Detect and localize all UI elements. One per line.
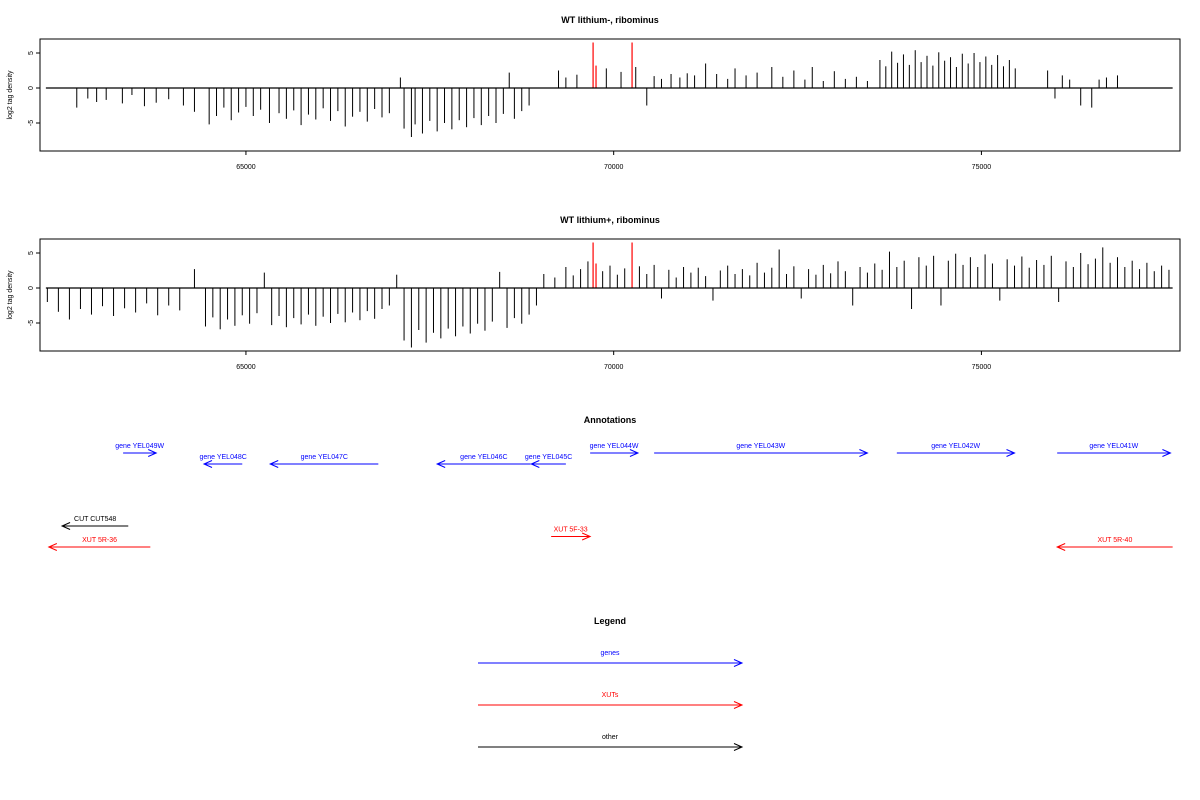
panel-lithium-minus: WT lithium-, ribominus log2 tag density … bbox=[7, 15, 1181, 171]
legend-title: Legend bbox=[594, 616, 626, 626]
arrow-head-icon bbox=[733, 701, 744, 709]
legend-entry: other bbox=[478, 734, 744, 751]
arrow-head-icon bbox=[629, 449, 640, 457]
arrow-head-icon bbox=[581, 532, 592, 541]
feature-label: gene YEL043W bbox=[736, 443, 785, 450]
annotation-feature: gene YEL045C bbox=[525, 454, 572, 468]
x-tick-label: 70000 bbox=[604, 364, 624, 371]
arrow-head-icon bbox=[1162, 449, 1172, 457]
arrow-head-icon bbox=[202, 460, 213, 468]
legend-entry: genes bbox=[478, 650, 744, 667]
x-tick-label: 65000 bbox=[236, 164, 256, 171]
panel-title: WT lithium+, ribominus bbox=[560, 215, 660, 225]
arrow-head-icon bbox=[733, 659, 744, 667]
annotation-feature: XUT 5R-36 bbox=[47, 537, 151, 551]
axes-layer: -5 0 5 65000 70000 75000 bbox=[28, 51, 1173, 171]
arrow-head-icon bbox=[859, 449, 869, 457]
legend-items: genes XUTs other bbox=[478, 650, 744, 751]
feature-label: gene YEL042W bbox=[931, 443, 980, 450]
arrow-head-icon bbox=[1006, 449, 1016, 457]
x-tick-label: 65000 bbox=[236, 364, 256, 371]
panel-title: WT lithium-, ribominus bbox=[561, 15, 659, 25]
arrow-head-icon bbox=[47, 543, 58, 551]
feature-label: gene YEL049W bbox=[115, 443, 164, 450]
feature-label: XUT 5F-33 bbox=[554, 527, 588, 534]
y-tick-label: 0 bbox=[28, 286, 35, 290]
annotation-feature: gene YEL043W bbox=[654, 443, 869, 457]
annotation-feature: CUT CUT548 bbox=[60, 516, 129, 530]
arrow-head-icon bbox=[530, 460, 540, 468]
legend-label: XUTs bbox=[602, 692, 619, 699]
annotation-feature: XUT 5R-40 bbox=[1055, 537, 1173, 551]
bar-layer bbox=[46, 247, 1170, 348]
feature-label: gene YEL045C bbox=[525, 454, 572, 461]
annotation-items: gene YEL049W gene YEL048C gene YEL047C gene… bbox=[47, 443, 1173, 551]
feature-label: CUT CUT548 bbox=[74, 516, 116, 523]
annotations-title: Annotations bbox=[584, 415, 637, 425]
legend: Legend genes XUTs other bbox=[478, 616, 744, 751]
bar-layer bbox=[76, 50, 1118, 137]
x-tick-label: 70000 bbox=[604, 164, 624, 171]
annotation-feature: XUT 5F-33 bbox=[551, 527, 592, 541]
y-tick-label: 5 bbox=[28, 51, 35, 55]
feature-label: gene YEL041W bbox=[1089, 443, 1138, 450]
arrow-head-icon bbox=[435, 460, 446, 468]
legend-entry: XUTs bbox=[478, 692, 744, 709]
highlight-layer bbox=[592, 42, 633, 88]
y-axis-label: log2 tag density bbox=[7, 70, 14, 120]
y-tick-label: 0 bbox=[28, 86, 35, 90]
plot-frame bbox=[39, 238, 1181, 352]
arrow-head-icon bbox=[60, 522, 71, 530]
legend-label: genes bbox=[600, 650, 620, 657]
feature-label: gene YEL044W bbox=[590, 443, 639, 450]
x-tick-label: 75000 bbox=[972, 164, 992, 171]
annotation-feature: gene YEL047C bbox=[268, 454, 379, 468]
y-tick-label: -5 bbox=[28, 120, 35, 126]
axes-layer: -5 0 5 65000 70000 75000 bbox=[28, 251, 1173, 371]
feature-label: XUT 5R-40 bbox=[1097, 537, 1132, 544]
annotation-feature: gene YEL044W bbox=[590, 443, 640, 457]
arrow-head-icon bbox=[1055, 543, 1066, 551]
feature-label: gene YEL047C bbox=[301, 454, 348, 461]
y-tick-label: -5 bbox=[28, 320, 35, 326]
annotation-feature: gene YEL049W bbox=[115, 443, 164, 457]
highlight-layer bbox=[592, 242, 633, 288]
annotation-feature: gene YEL048C bbox=[199, 454, 247, 468]
annotation-feature: gene YEL046C bbox=[435, 454, 531, 468]
arrow-head-icon bbox=[733, 743, 744, 751]
feature-label: gene YEL046C bbox=[460, 454, 507, 461]
arrow-head-icon bbox=[148, 449, 158, 457]
panel-lithium-plus: WT lithium+, ribominus log2 tag density … bbox=[7, 215, 1181, 371]
annotation-feature: gene YEL042W bbox=[896, 443, 1016, 457]
legend-label: other bbox=[602, 734, 619, 741]
plot-frame bbox=[39, 38, 1181, 152]
arrow-head-icon bbox=[268, 460, 279, 468]
feature-label: gene YEL048C bbox=[199, 454, 246, 461]
feature-label: XUT 5R-36 bbox=[82, 537, 117, 544]
y-tick-label: 5 bbox=[28, 251, 35, 255]
x-tick-label: 75000 bbox=[972, 364, 992, 371]
y-axis-label: log2 tag density bbox=[7, 270, 14, 320]
annotation-feature: gene YEL041W bbox=[1057, 443, 1172, 457]
